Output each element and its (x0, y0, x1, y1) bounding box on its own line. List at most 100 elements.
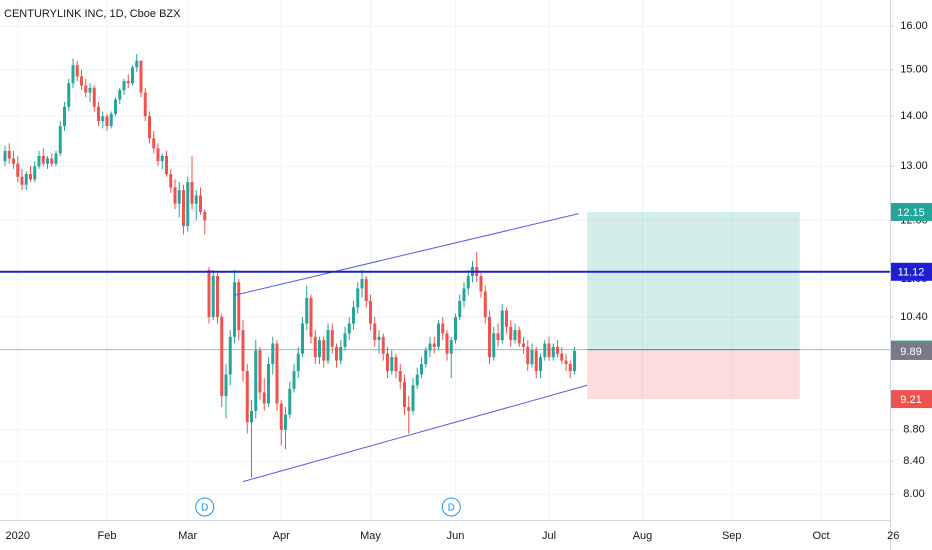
x-tick-label: Jun (447, 530, 465, 542)
candle-body (466, 276, 470, 289)
candle-body (37, 155, 41, 167)
candle-body (33, 166, 37, 180)
candle-body (479, 276, 483, 292)
candle-body (7, 150, 11, 159)
price-badge (891, 341, 932, 360)
candle-body (492, 333, 496, 358)
candle-body (364, 279, 368, 301)
x-tick-label: Feb (98, 530, 117, 542)
candle-body (560, 353, 564, 361)
candle-body (369, 300, 372, 324)
candle-body (16, 163, 20, 177)
candle-body (207, 269, 211, 318)
candle-body (241, 330, 245, 372)
candle-body (386, 353, 389, 372)
event-label: D (448, 503, 455, 514)
candle-body (534, 350, 538, 372)
x-tick-label: Sep (722, 530, 742, 542)
candle-body (258, 350, 262, 393)
trendline (242, 384, 588, 483)
y-tick-label: 8.80 (903, 424, 924, 436)
candle-body (352, 307, 355, 324)
candle-body (445, 333, 449, 354)
candle-body (139, 60, 143, 93)
candle-body (309, 297, 313, 337)
candle-body (203, 211, 207, 221)
candle-body (513, 330, 517, 341)
event-label: D (201, 503, 208, 514)
candle-body (526, 346, 530, 365)
candle-body (216, 276, 219, 318)
candle-body (199, 195, 202, 212)
candle-body (126, 81, 130, 84)
candle-body (296, 353, 300, 372)
stop-zone (587, 349, 800, 400)
candle-body (313, 336, 317, 358)
candle-body (547, 343, 551, 358)
candle-body (424, 350, 428, 365)
candle-body (330, 330, 334, 347)
candle-body (190, 182, 194, 204)
candle-body (46, 158, 49, 164)
candle-body (411, 385, 415, 411)
candle-body (182, 190, 185, 227)
candle-body (292, 371, 296, 389)
candle-body (80, 76, 83, 86)
candle-body (148, 116, 151, 139)
y-tick-label: 8.40 (903, 455, 924, 467)
candle-body (173, 187, 177, 204)
candle-body (267, 364, 270, 404)
candle-body (165, 155, 168, 175)
candle-body (101, 116, 105, 122)
candle-body (211, 276, 215, 318)
candle-body (29, 174, 32, 180)
candle-body (551, 346, 555, 358)
x-tick-label: Oct (812, 530, 829, 542)
price-badge (891, 390, 932, 409)
candle-body (254, 350, 258, 411)
candle-body (322, 340, 326, 361)
candle-body (420, 364, 423, 375)
price-badge-label: 12.15 (897, 207, 925, 219)
candle-body (118, 90, 122, 100)
candle-body (488, 317, 491, 358)
candle-body (3, 150, 7, 162)
candle-body (496, 333, 500, 341)
candle-body (458, 300, 462, 318)
y-tick-label: 10.40 (900, 311, 928, 323)
candle-body (415, 374, 419, 386)
candle-body (522, 343, 525, 347)
candle-body (407, 407, 411, 411)
candle-body (403, 381, 406, 408)
candle-body (237, 282, 241, 331)
candle-body (454, 317, 457, 341)
candle-body (275, 343, 279, 404)
x-tick-label: 26 (887, 530, 899, 542)
candle-body (75, 65, 79, 77)
candle-body (568, 364, 572, 372)
price-badge-label: 11.12 (898, 267, 925, 279)
candle-body (398, 371, 402, 382)
candle-body (279, 403, 283, 430)
candle-body (194, 195, 198, 204)
candle-body (220, 317, 224, 397)
candle-body (131, 67, 134, 84)
candle-body (67, 83, 71, 107)
candle-body (441, 323, 445, 334)
candle-body (505, 310, 508, 327)
candle-body (245, 371, 249, 423)
candle-body (500, 310, 504, 341)
y-tick-label: 14.00 (900, 110, 928, 122)
candle-body (356, 288, 360, 308)
price-badge-label: 9.21 (900, 394, 921, 406)
candle-body (335, 346, 338, 361)
candle-body (543, 343, 547, 358)
candle-body (233, 282, 236, 337)
candle-body (517, 330, 521, 344)
candle-body (152, 138, 156, 149)
candle-body (135, 60, 139, 68)
candle-body (88, 87, 92, 93)
